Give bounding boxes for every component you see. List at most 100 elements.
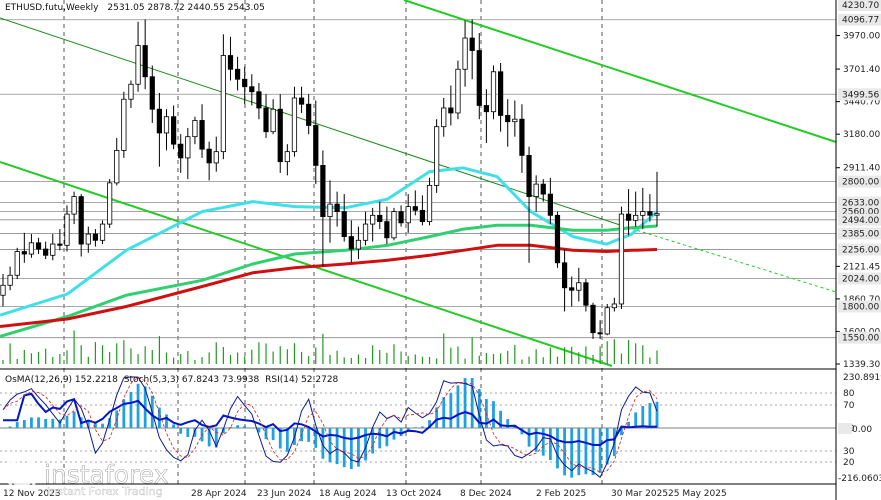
candle[interactable] (277, 94, 283, 173)
candle[interactable] (362, 211, 369, 246)
candle[interactable] (163, 109, 170, 151)
candle[interactable] (85, 226, 91, 253)
candle[interactable] (448, 85, 454, 126)
candle[interactable] (234, 56, 241, 91)
candle[interactable] (355, 226, 362, 260)
candle[interactable] (7, 266, 13, 291)
candle[interactable] (306, 94, 312, 135)
candle[interactable] (50, 234, 56, 261)
candle[interactable] (554, 211, 561, 268)
candle[interactable] (0, 274, 6, 307)
candle[interactable] (405, 194, 411, 233)
candle[interactable] (135, 21, 141, 92)
candle[interactable] (220, 34, 226, 160)
candle[interactable] (561, 249, 568, 312)
candle[interactable] (35, 237, 42, 255)
candle[interactable] (597, 320, 603, 339)
candle[interactable] (334, 191, 340, 227)
candle[interactable] (590, 302, 596, 339)
candle[interactable] (291, 86, 298, 157)
candle[interactable] (412, 190, 418, 216)
candle[interactable] (547, 177, 553, 225)
candle[interactable] (348, 220, 354, 263)
candle[interactable] (426, 177, 433, 226)
candle-body (7, 274, 13, 286)
candle[interactable] (327, 180, 333, 243)
candle[interactable] (185, 127, 191, 180)
candle[interactable] (298, 86, 305, 113)
candle[interactable] (256, 82, 262, 120)
candle[interactable] (199, 104, 205, 158)
candle[interactable] (519, 104, 525, 173)
candle[interactable] (28, 234, 35, 258)
candle[interactable] (92, 229, 99, 247)
candle[interactable] (526, 146, 532, 263)
candle[interactable] (242, 66, 248, 105)
candle[interactable] (121, 91, 127, 158)
candle[interactable] (156, 92, 162, 167)
candle[interactable] (43, 241, 49, 260)
candle[interactable] (640, 187, 646, 230)
indicator-panel[interactable] (0, 376, 836, 479)
candle[interactable] (469, 19, 475, 80)
candle[interactable] (462, 20, 468, 87)
candle-body (348, 236, 354, 250)
candle[interactable] (71, 191, 77, 225)
candle[interactable] (171, 105, 177, 150)
candle[interactable] (647, 194, 653, 222)
candle[interactable] (370, 207, 376, 242)
candle[interactable] (178, 134, 184, 173)
candle[interactable] (540, 179, 546, 202)
candle[interactable] (99, 220, 106, 245)
candle[interactable] (512, 100, 518, 137)
candle[interactable] (320, 150, 326, 267)
candle[interactable] (654, 171, 660, 227)
candle[interactable] (533, 175, 539, 212)
candle[interactable] (64, 205, 70, 252)
candle[interactable] (498, 63, 504, 132)
candle[interactable] (149, 65, 155, 123)
candle[interactable] (128, 80, 134, 108)
candle[interactable] (284, 144, 290, 176)
candle[interactable] (569, 276, 575, 307)
candle[interactable] (78, 194, 84, 257)
candle[interactable] (313, 100, 319, 185)
candle[interactable] (270, 99, 276, 135)
candle[interactable] (263, 94, 269, 138)
candle[interactable] (213, 136, 219, 172)
price-level-value: 2560.00 (842, 208, 879, 218)
candle[interactable] (21, 232, 27, 263)
candle[interactable] (341, 194, 347, 242)
candle[interactable] (476, 33, 482, 120)
candle[interactable] (505, 99, 511, 147)
price-panel[interactable] (0, 0, 837, 484)
osma-bar (229, 427, 232, 428)
candle[interactable] (57, 229, 63, 251)
candle[interactable] (391, 207, 397, 241)
candle[interactable] (398, 205, 404, 227)
candle[interactable] (377, 201, 383, 230)
candle[interactable] (434, 119, 440, 193)
candle[interactable] (441, 97, 447, 137)
candle[interactable] (455, 60, 461, 120)
candle[interactable] (107, 179, 113, 228)
candle[interactable] (249, 74, 255, 106)
candle[interactable] (618, 206, 625, 309)
candle[interactable] (576, 267, 582, 302)
candle[interactable] (206, 141, 212, 181)
candle[interactable] (490, 65, 497, 120)
candle[interactable] (611, 297, 617, 312)
candle[interactable] (384, 206, 390, 245)
candle[interactable] (14, 247, 20, 280)
candle[interactable] (625, 189, 632, 236)
candle[interactable] (419, 195, 426, 226)
candle[interactable] (227, 36, 234, 81)
candle[interactable] (583, 279, 589, 312)
candle[interactable] (633, 191, 639, 227)
candle[interactable] (483, 89, 489, 143)
candle[interactable] (192, 116, 198, 145)
candle[interactable] (142, 19, 148, 90)
candle[interactable] (604, 303, 610, 336)
candle[interactable] (114, 137, 120, 186)
